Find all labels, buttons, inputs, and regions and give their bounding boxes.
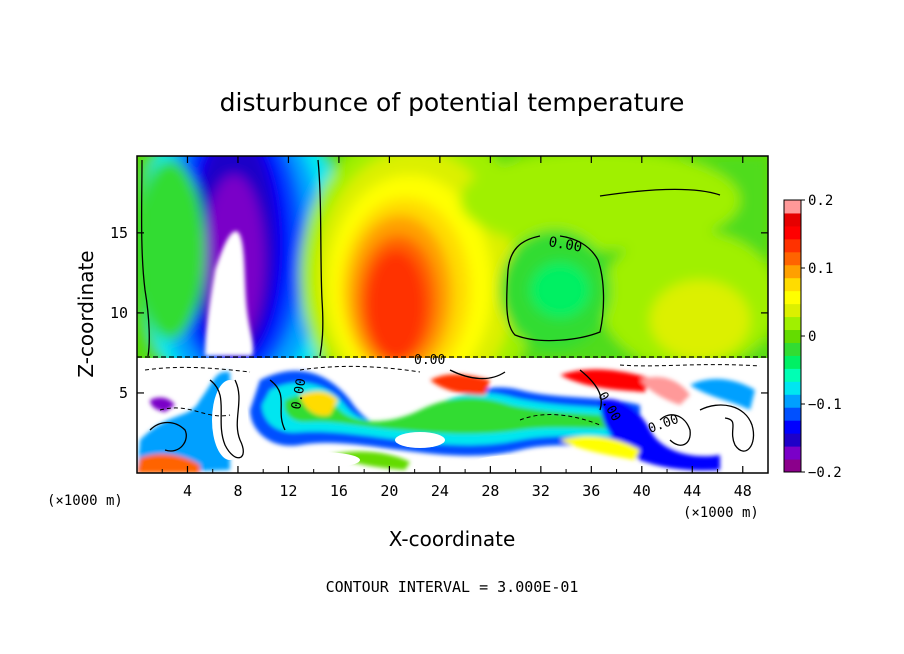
contour-label: 0.00: [414, 353, 445, 368]
colorbar-tick-label: 0: [808, 329, 816, 345]
x-axis: 4 8 12 16 20 24 28 32 36 40 44 48: [161, 156, 752, 500]
colorbar-swatch: [784, 238, 801, 253]
y-tick-label: 5: [119, 384, 128, 402]
colorbar-swatches: [784, 200, 801, 473]
contour-label: 0.00: [547, 234, 583, 256]
x-tick-label: 48: [734, 482, 752, 500]
colorbar-swatch: [784, 407, 801, 421]
x-tick-label: 16: [330, 482, 348, 500]
colorbar-swatch: [784, 303, 801, 318]
colorbar-swatch: [784, 459, 801, 473]
x-tick-label: 8: [233, 482, 242, 500]
colorbar-swatch: [784, 251, 801, 266]
colorbar-swatch: [784, 277, 801, 292]
colorbar-swatch: [784, 200, 801, 214]
colorbar-swatch: [784, 355, 801, 369]
y-axis: 5 10 15: [110, 224, 768, 402]
colorbar-ticks: 0.2 0.1 0 −0.1 −0.2: [801, 193, 842, 481]
x-unit-right: (×1000 m): [683, 505, 759, 521]
colorbar: 0.2 0.1 0 −0.1 −0.2: [783, 193, 842, 481]
colorbar-tick-label: −0.2: [808, 465, 842, 481]
x-tick-label: 12: [279, 482, 297, 500]
y-tick-label: 15: [110, 224, 128, 242]
field-lower: [137, 358, 768, 473]
colorbar-swatch: [784, 420, 801, 434]
colorbar-swatch: [784, 316, 801, 331]
colorbar-swatch: [784, 381, 801, 395]
colorbar-tick-label: 0.2: [808, 193, 833, 209]
x-unit-left: (×1000 m): [47, 493, 123, 509]
colorbar-swatch: [784, 368, 801, 382]
colorbar-swatch: [784, 264, 801, 279]
chart-title: disturbunce of potential temperature: [220, 88, 685, 117]
x-tick-label: 32: [532, 482, 550, 500]
cold-core: [205, 231, 254, 356]
colorbar-swatch: [784, 212, 801, 227]
y-axis-label: Z-coordinate: [74, 250, 98, 377]
x-tick-label: 28: [481, 482, 499, 500]
plot-frame: [136, 155, 769, 474]
colorbar-swatch: [784, 342, 801, 356]
x-tick-label: 40: [633, 482, 651, 500]
y-tick-label: 10: [110, 304, 128, 322]
colorbar-swatch: [784, 329, 801, 343]
colorbar-swatch: [784, 433, 801, 447]
x-tick-label: 44: [683, 482, 701, 500]
contour-interval-note: CONTOUR INTERVAL = 3.000E-01: [326, 578, 579, 596]
colorbar-swatch: [784, 394, 801, 408]
contour-lines: [140, 159, 755, 459]
contour-lines-dashed: [144, 364, 761, 426]
x-tick-label: 4: [183, 482, 192, 500]
colorbar-tick-label: 0.1: [808, 261, 833, 277]
colorbar-tick-label: −0.1: [808, 397, 842, 413]
contour-label: 0.00: [289, 377, 309, 410]
colorbar-swatch: [784, 225, 801, 240]
colorbar-swatch: [784, 446, 801, 460]
colorbar-swatch: [784, 290, 801, 305]
x-tick-label: 20: [380, 482, 398, 500]
plot-area: 0.00 0.00 0.00 0.00 0.00: [137, 156, 768, 473]
x-tick-label: 24: [431, 482, 449, 500]
x-tick-label: 36: [582, 482, 600, 500]
x-axis-label: X-coordinate: [389, 527, 516, 551]
